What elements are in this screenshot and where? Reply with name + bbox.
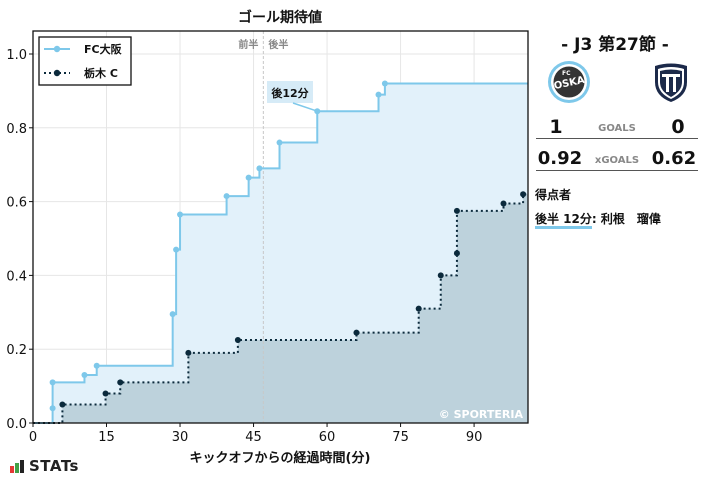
svg-text:45: 45 bbox=[245, 430, 262, 445]
plot-frame bbox=[32, 30, 529, 424]
svg-text:前半: 前半 bbox=[238, 38, 258, 51]
goal-annotation: 後12分 bbox=[267, 81, 318, 112]
fc-osaka-crest-icon: OSKA FC bbox=[547, 60, 591, 104]
chart-title: ゴール期待値 bbox=[238, 9, 322, 26]
legend-osaka-marker bbox=[53, 45, 61, 53]
svg-text:90: 90 bbox=[466, 430, 483, 445]
scorer-sep: : bbox=[591, 212, 597, 226]
data-point bbox=[276, 139, 283, 146]
data-point bbox=[375, 91, 382, 98]
data-point bbox=[117, 379, 124, 386]
scorer-item: 後半 12分: 利根 瑠偉 bbox=[535, 210, 661, 229]
series-fills bbox=[33, 83, 528, 424]
svg-text:0.2: 0.2 bbox=[6, 343, 27, 358]
series-lines bbox=[33, 80, 528, 424]
x-axis-label: キックオフからの経過時間(分) bbox=[190, 450, 371, 466]
scorers-heading: 得点者 bbox=[535, 188, 572, 202]
data-point bbox=[49, 405, 56, 412]
stats-brand-logo: STATs bbox=[10, 457, 79, 475]
legend-osaka-label: FC大阪 bbox=[84, 42, 123, 56]
svg-text:1.0: 1.0 bbox=[6, 48, 27, 63]
data-point bbox=[415, 305, 422, 312]
svg-text:75: 75 bbox=[392, 430, 409, 445]
home-xg: 0.92 bbox=[537, 148, 583, 169]
goals-row: 1 GOALS 0 bbox=[536, 113, 698, 139]
data-point bbox=[59, 401, 66, 408]
round-title: - J3 第27節 - bbox=[561, 35, 669, 55]
data-point bbox=[93, 362, 100, 369]
away-xg: 0.62 bbox=[651, 148, 697, 169]
data-point bbox=[185, 349, 192, 356]
svg-text:0.6: 0.6 bbox=[6, 196, 27, 211]
goals-label: GOALS bbox=[598, 123, 636, 134]
svg-text:0: 0 bbox=[29, 430, 37, 445]
data-point bbox=[353, 329, 360, 336]
xgoals-label: xGOALS bbox=[594, 155, 640, 166]
axes: 0 15 30 45 60 75 90 0.0 0.2 0.4 0.6 0.8 1.0 bbox=[6, 48, 482, 445]
svg-text:FC: FC bbox=[562, 70, 571, 77]
data-point bbox=[453, 207, 460, 214]
data-point bbox=[437, 272, 444, 279]
legend: FC大阪 栃木 C bbox=[38, 36, 132, 86]
xg-chart: ゴール期待値 前半 後半 後12分 © SPORTERIA 0 15 30 45 60 75… bbox=[6, 9, 529, 466]
data-point bbox=[500, 200, 507, 207]
away-goals: 0 bbox=[671, 116, 685, 138]
watermark: © SPORTERIA bbox=[439, 408, 524, 421]
stats-bars-icon bbox=[10, 459, 24, 473]
svg-text:60: 60 bbox=[319, 430, 336, 445]
svg-text:後12分: 後12分 bbox=[271, 86, 308, 100]
home-goals: 1 bbox=[549, 116, 563, 138]
data-point bbox=[102, 390, 109, 397]
data-point bbox=[453, 250, 460, 257]
match-summary-panel: - J3 第27節 - OSKA FC 1 GOALS 0 0.92 xGOAL… bbox=[530, 0, 707, 479]
data-point bbox=[256, 165, 263, 172]
legend-tochigi-label: 栃木 C bbox=[84, 66, 118, 80]
data-point bbox=[381, 80, 388, 87]
svg-text:0.8: 0.8 bbox=[6, 122, 27, 137]
data-point bbox=[81, 372, 88, 379]
xgoals-row: 0.92 xGOALS 0.62 bbox=[536, 146, 698, 171]
svg-text:0.0: 0.0 bbox=[6, 417, 27, 432]
halftime-marker: 前半 後半 bbox=[238, 31, 288, 423]
data-point bbox=[245, 174, 252, 181]
data-point bbox=[173, 246, 180, 253]
tochigi-city-crest-icon bbox=[649, 60, 693, 104]
legend-tochigi-marker bbox=[53, 69, 61, 77]
svg-text:30: 30 bbox=[172, 430, 189, 445]
data-point bbox=[234, 336, 241, 343]
data-point bbox=[520, 191, 527, 198]
data-point bbox=[177, 211, 184, 218]
data-point bbox=[49, 379, 56, 386]
data-point bbox=[223, 193, 230, 200]
svg-text:15: 15 bbox=[98, 430, 115, 445]
svg-text:後半: 後半 bbox=[268, 38, 288, 51]
data-point bbox=[169, 311, 176, 318]
stats-brand-name: STATs bbox=[29, 457, 79, 475]
svg-text:0.4: 0.4 bbox=[6, 269, 27, 284]
scorer-player: 利根 瑠偉 bbox=[596, 212, 661, 226]
scorer-time: 後半 12分 bbox=[535, 212, 592, 229]
